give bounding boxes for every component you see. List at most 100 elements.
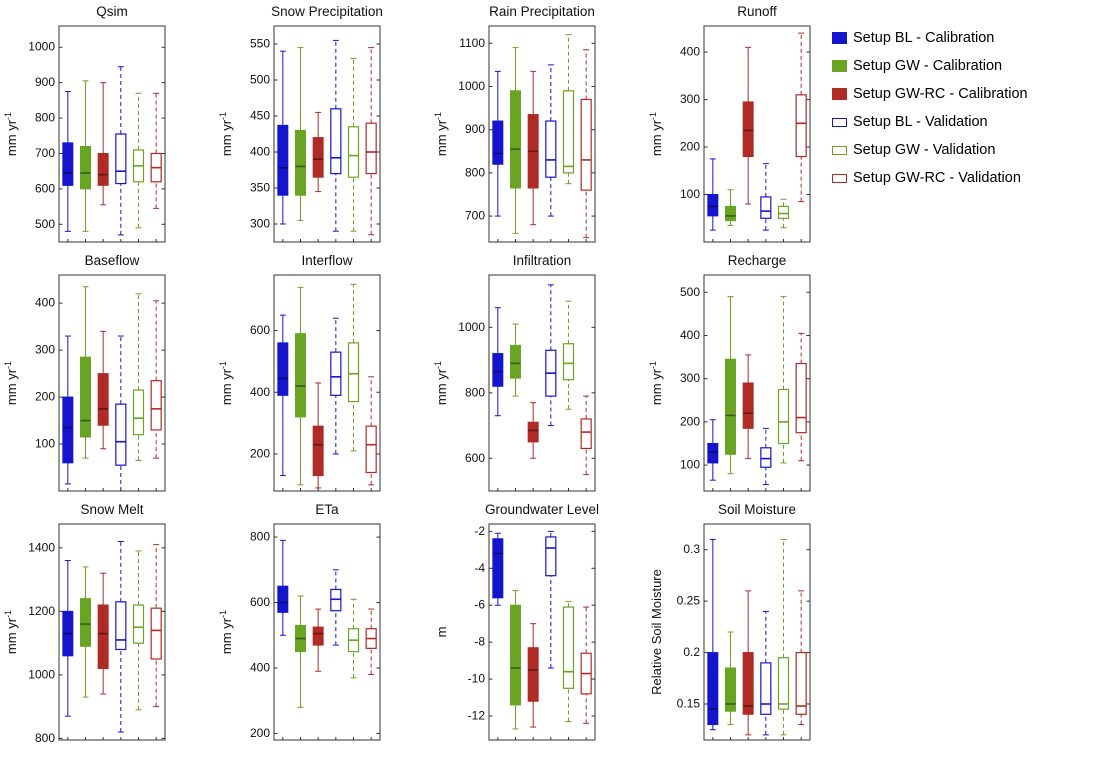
svg-text:-10: -10 — [468, 672, 486, 686]
svg-text:700: 700 — [465, 209, 485, 223]
svg-text:Snow Melt: Snow Melt — [80, 502, 143, 517]
legend-outline-box-icon — [832, 145, 847, 155]
legend-item: Setup GW-RC - Calibration — [832, 86, 1028, 102]
legend: Setup BL - Calibration Setup GW - Calibra… — [832, 30, 1028, 186]
svg-text:mm yr-1: mm yr-1 — [218, 361, 234, 405]
svg-text:1000: 1000 — [28, 667, 55, 681]
svg-text:100: 100 — [35, 437, 55, 451]
svg-text:mm yr-1: mm yr-1 — [648, 361, 664, 405]
svg-text:mm yr-1: mm yr-1 — [433, 112, 449, 156]
svg-text:500: 500 — [680, 285, 700, 299]
svg-text:700: 700 — [35, 146, 55, 160]
boxplot-canvas: Baseflow mm yr-1 100 200 300 400 — [3, 253, 166, 492]
svg-text:800: 800 — [250, 530, 270, 544]
svg-text:500: 500 — [250, 73, 270, 87]
legend-label: Setup GW - Calibration — [853, 58, 1003, 74]
svg-text:400: 400 — [680, 328, 700, 342]
subplot-rain-precipitation: Rain Precipitation mm yr-1 700 800 900 1000 11… — [432, 0, 647, 249]
svg-text:400: 400 — [250, 145, 270, 159]
svg-text:mm yr-1: mm yr-1 — [3, 610, 19, 654]
svg-text:450: 450 — [250, 109, 270, 123]
svg-text:m: m — [434, 627, 449, 638]
svg-text:350: 350 — [250, 181, 270, 195]
svg-text:Snow Precipitation: Snow Precipitation — [271, 4, 383, 19]
svg-text:600: 600 — [465, 451, 485, 465]
svg-text:800: 800 — [465, 385, 485, 399]
svg-text:400: 400 — [35, 296, 55, 310]
svg-text:-8: -8 — [474, 635, 485, 649]
svg-text:300: 300 — [35, 343, 55, 357]
svg-text:-12: -12 — [468, 709, 486, 723]
boxplot-canvas: Recharge mm yr-1 100 200 300 400 500 — [648, 253, 811, 492]
legend-outline-box-icon — [832, 173, 847, 183]
legend-item: Setup GW - Calibration — [832, 58, 1028, 74]
svg-text:1100: 1100 — [459, 36, 485, 50]
svg-text:Soil Moisture: Soil Moisture — [718, 502, 796, 517]
svg-text:-2: -2 — [474, 524, 485, 538]
subplot-recharge: Recharge mm yr-1 100 200 300 400 500 — [647, 249, 862, 498]
svg-text:600: 600 — [250, 595, 270, 609]
svg-text:100: 100 — [680, 458, 700, 472]
boxplot-canvas: Snow Melt mm yr-1 800 1000 1200 1400 — [3, 502, 166, 745]
svg-text:500: 500 — [35, 217, 55, 231]
svg-text:1000: 1000 — [458, 320, 485, 334]
legend-item: Setup GW-RC - Validation — [832, 170, 1028, 186]
subplot-groundwater-level: Groundwater Level m -2 -4 -6 -8 -10 -12 — [432, 498, 647, 747]
svg-text:-6: -6 — [474, 598, 485, 612]
svg-text:900: 900 — [465, 122, 485, 136]
subplot-snow-precipitation: Snow Precipitation mm yr-1 300 350 400 450 500… — [217, 0, 432, 249]
plot-grid: Qsim mm yr-1 500 600 700 800 900 1000 Snow Prec… — [2, 0, 862, 747]
svg-text:300: 300 — [680, 371, 700, 385]
svg-text:1200: 1200 — [28, 604, 55, 618]
boxplot-canvas: ETa mm yr-1 200 400 600 800 — [218, 502, 381, 741]
svg-text:Recharge: Recharge — [728, 253, 787, 268]
svg-text:mm yr-1: mm yr-1 — [648, 112, 664, 156]
svg-text:mm yr-1: mm yr-1 — [218, 610, 234, 654]
legend-outline-box-icon — [832, 117, 847, 127]
svg-text:0.2: 0.2 — [683, 645, 700, 659]
svg-text:Qsim: Qsim — [96, 4, 128, 19]
svg-text:Rain Precipitation: Rain Precipitation — [489, 4, 595, 19]
boxplot-canvas: Rain Precipitation mm yr-1 700 800 900 1000 11… — [433, 4, 596, 243]
svg-text:0.15: 0.15 — [677, 697, 701, 711]
svg-text:Baseflow: Baseflow — [85, 253, 140, 268]
legend-label: Setup BL - Validation — [853, 114, 988, 130]
legend-item: Setup BL - Validation — [832, 114, 1028, 130]
svg-text:400: 400 — [680, 45, 700, 59]
legend-label: Setup BL - Calibration — [853, 30, 995, 46]
subplot-qsim: Qsim mm yr-1 500 600 700 800 900 1000 — [2, 0, 217, 249]
svg-text:mm yr-1: mm yr-1 — [218, 112, 234, 156]
svg-text:200: 200 — [680, 140, 700, 154]
svg-text:200: 200 — [250, 726, 270, 740]
subplot-snow-melt: Snow Melt mm yr-1 800 1000 1200 1400 — [2, 498, 217, 747]
subplot-interflow: Interflow mm yr-1 200 400 600 — [217, 249, 432, 498]
legend-label: Setup GW-RC - Calibration — [853, 86, 1028, 102]
subplot-runoff: Runoff mm yr-1 100 200 300 400 — [647, 0, 862, 249]
svg-text:300: 300 — [680, 92, 700, 106]
svg-text:0.3: 0.3 — [683, 542, 700, 556]
subplot-infiltration: Infiltration mm yr-1 600 800 1000 — [432, 249, 647, 498]
svg-text:Interflow: Interflow — [301, 253, 352, 268]
svg-text:800: 800 — [35, 111, 55, 125]
subplot-baseflow: Baseflow mm yr-1 100 200 300 400 — [2, 249, 217, 498]
legend-label: Setup GW-RC - Validation — [853, 170, 1021, 186]
svg-text:200: 200 — [35, 390, 55, 404]
svg-text:mm yr-1: mm yr-1 — [433, 361, 449, 405]
svg-text:1400: 1400 — [28, 540, 55, 554]
svg-text:800: 800 — [35, 731, 55, 745]
svg-text:600: 600 — [35, 181, 55, 195]
subplot-soil-moisture: Soil Moisture Relative Soil Moisture 0.15 0… — [647, 498, 862, 747]
svg-text:Groundwater Level: Groundwater Level — [485, 502, 599, 517]
boxplot-canvas: Runoff mm yr-1 100 200 300 400 — [648, 4, 811, 243]
svg-text:0.25: 0.25 — [677, 594, 701, 608]
svg-text:mm yr-1: mm yr-1 — [3, 361, 19, 405]
svg-text:400: 400 — [250, 661, 270, 675]
svg-text:mm yr-1: mm yr-1 — [3, 112, 19, 156]
subplot-eta: ETa mm yr-1 200 400 600 800 — [217, 498, 432, 747]
svg-text:550: 550 — [250, 37, 270, 51]
svg-text:300: 300 — [250, 217, 270, 231]
svg-text:600: 600 — [250, 323, 270, 337]
svg-text:ETa: ETa — [315, 502, 339, 517]
svg-text:200: 200 — [250, 446, 270, 460]
svg-text:Relative Soil Moisture: Relative Soil Moisture — [649, 569, 664, 695]
